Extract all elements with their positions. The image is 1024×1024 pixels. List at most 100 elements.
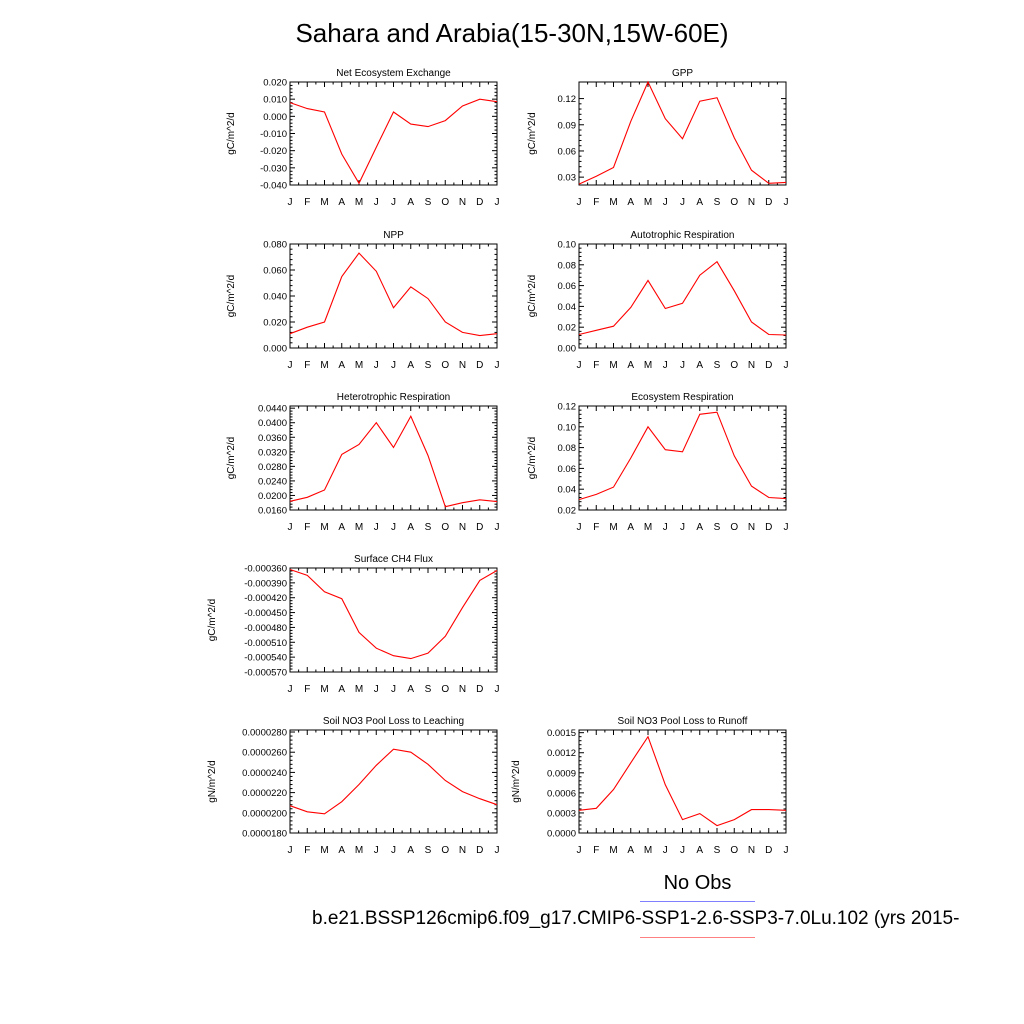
y-axis-label: gC/m^2/d	[527, 112, 538, 155]
x-tick-label: J	[784, 197, 789, 208]
x-tick-label: J	[784, 522, 789, 533]
y-tick-label: -0.010	[260, 129, 287, 140]
x-tick-label: F	[304, 360, 310, 371]
x-tick-label: J	[288, 522, 293, 533]
x-tick-label: N	[748, 360, 755, 371]
x-tick-label: D	[765, 360, 772, 371]
chart-panel: J F M A M J J A S O N D J0.020.040.060.080.100.12Eco…	[527, 392, 789, 533]
x-tick-label: J	[577, 845, 582, 856]
panel-title: Heterotrophic Respiration	[337, 392, 450, 403]
x-tick-label: J	[391, 684, 396, 695]
plot-frame	[578, 729, 787, 834]
x-tick-label: J	[495, 684, 500, 695]
x-tick-label: J	[288, 360, 293, 371]
y-tick-label: 0.06	[558, 281, 577, 292]
x-tick-label: A	[338, 684, 345, 695]
y-tick-label: 0.04	[558, 485, 577, 496]
chart-panel: J F M A M J J A S O N D J0.01600.02000.02400.02800.0…	[226, 392, 500, 533]
x-tick-label: J	[374, 684, 379, 695]
x-tick-label: A	[696, 360, 703, 371]
y-tick-label: 0.0003	[547, 808, 576, 819]
y-axis-label: gN/m^2/d	[207, 760, 218, 803]
y-tick-label: 0.04	[558, 302, 577, 313]
x-tick-label: O	[730, 845, 738, 856]
y-tick-label: 0.080	[263, 240, 287, 251]
x-tick-label: M	[320, 360, 328, 371]
x-tick-label: J	[374, 197, 379, 208]
y-tick-label: 0.10	[558, 422, 577, 433]
x-tick-label: M	[320, 197, 328, 208]
y-tick-label: 0.060	[263, 266, 287, 277]
x-tick-label: J	[663, 197, 668, 208]
x-tick-label: A	[407, 845, 414, 856]
y-tick-label: -0.000390	[244, 578, 287, 589]
y-axis-label: gC/m^2/d	[527, 275, 538, 318]
y-tick-label: 0.0000260	[242, 748, 287, 759]
x-tick-label: A	[627, 522, 634, 533]
y-tick-label: -0.000510	[244, 638, 287, 649]
x-tick-label: M	[320, 684, 328, 695]
x-tick-label: J	[577, 522, 582, 533]
plot-frame	[578, 243, 787, 349]
y-tick-label: 0.040	[263, 292, 287, 303]
y-tick-label: 0.09	[558, 120, 577, 131]
y-axis-label: gC/m^2/d	[226, 275, 237, 318]
x-tick-label: J	[784, 845, 789, 856]
y-tick-label: 0.00	[558, 344, 577, 355]
y-tick-label: 0.03	[558, 173, 577, 184]
x-tick-label: D	[765, 197, 772, 208]
series-line	[578, 260, 787, 336]
y-tick-label: 0.06	[558, 146, 577, 157]
series-line	[289, 414, 498, 508]
x-tick-label: J	[374, 845, 379, 856]
y-tick-label: 0.0012	[547, 748, 576, 759]
x-tick-label: S	[425, 684, 432, 695]
x-tick-label: F	[304, 845, 310, 856]
chart-panel: J F M A M J J A S O N D J0.00000.00030.00060.00090.0…	[511, 716, 789, 856]
x-tick-label: F	[593, 522, 599, 533]
y-tick-label: 0.0360	[258, 433, 287, 444]
series-line	[289, 748, 498, 815]
series-line	[289, 568, 498, 660]
series-line	[289, 252, 498, 337]
x-tick-label: J	[391, 197, 396, 208]
x-tick-label: F	[304, 197, 310, 208]
x-tick-label: O	[441, 197, 449, 208]
x-tick-label: A	[696, 522, 703, 533]
y-tick-label: -0.000450	[244, 608, 287, 619]
x-tick-label: A	[627, 197, 634, 208]
y-tick-label: -0.040	[260, 181, 287, 192]
x-tick-label: M	[644, 845, 652, 856]
y-tick-label: 0.000	[263, 112, 287, 123]
x-tick-label: J	[288, 684, 293, 695]
series-line	[578, 735, 787, 827]
chart-panel: J F M A M J J A S O N D J-0.040-0.030-0.020-0.0100.0…	[226, 68, 500, 208]
x-tick-label: J	[391, 845, 396, 856]
x-tick-label: J	[663, 845, 668, 856]
x-tick-label: J	[663, 360, 668, 371]
y-tick-label: 0.020	[263, 318, 287, 329]
plot-frame	[578, 405, 787, 511]
panel-title: Autotrophic Respiration	[631, 230, 735, 241]
plot-frame	[289, 567, 498, 673]
y-axis-label: gC/m^2/d	[226, 112, 237, 155]
x-tick-label: A	[407, 522, 414, 533]
y-tick-label: 0.0015	[547, 728, 576, 739]
x-tick-label: A	[338, 522, 345, 533]
x-tick-label: M	[320, 845, 328, 856]
y-axis-label: gC/m^2/d	[527, 437, 538, 480]
y-tick-label: 0.0200	[258, 491, 287, 502]
panel-title: GPP	[672, 68, 693, 79]
x-tick-label: A	[338, 360, 345, 371]
x-tick-label: M	[609, 360, 617, 371]
panel-title: NPP	[383, 230, 404, 241]
y-tick-label: -0.000570	[244, 668, 287, 679]
y-tick-label: 0.0006	[547, 788, 576, 799]
y-tick-label: -0.000540	[244, 653, 287, 664]
page-title: Sahara and Arabia(15-30N,15W-60E)	[295, 18, 729, 48]
y-tick-label: -0.030	[260, 163, 287, 174]
y-axis-label: gC/m^2/d	[207, 599, 218, 642]
y-tick-label: 0.08	[558, 260, 577, 271]
y-tick-label: 0.0240	[258, 476, 287, 487]
panel-title: Net Ecosystem Exchange	[336, 68, 451, 79]
